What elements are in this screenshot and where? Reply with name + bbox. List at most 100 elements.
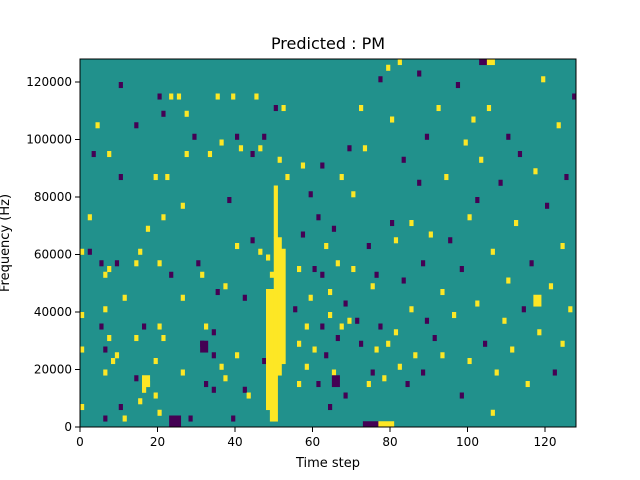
- heatmap-cell: [114, 260, 120, 267]
- heatmap-cell: [355, 317, 360, 324]
- heatmap-cell: [204, 323, 209, 330]
- heatmap-cell: [242, 294, 247, 301]
- heatmap-cell: [421, 260, 426, 267]
- heatmap-cell: [417, 70, 422, 77]
- x-tick-label: 20: [150, 435, 165, 449]
- heatmap-cell: [316, 381, 321, 388]
- heatmap-cell: [297, 340, 302, 347]
- heatmap-cell: [517, 151, 523, 158]
- heatmap-cell-run: [200, 340, 209, 353]
- x-axis-label: Time step: [295, 456, 360, 471]
- heatmap-cell: [459, 266, 464, 273]
- heatmap-cell-run: [169, 415, 182, 428]
- heatmap-cell: [118, 174, 123, 181]
- heatmap-cell: [529, 260, 534, 267]
- heatmap-cell: [250, 151, 255, 158]
- y-tick-label: 80000: [34, 190, 72, 204]
- heatmap-cell: [328, 289, 333, 296]
- heatmap-cell: [211, 352, 216, 359]
- y-tick-label: 60000: [34, 248, 72, 262]
- heatmap-cell: [157, 409, 162, 416]
- heatmap-cell: [266, 254, 271, 261]
- heatmap-cell: [161, 214, 166, 221]
- heatmap-cells: [80, 59, 577, 428]
- heatmap-cell: [374, 271, 379, 278]
- heatmap-cell: [304, 363, 309, 370]
- heatmap-cell: [432, 335, 437, 342]
- x-tick-label: 60: [305, 435, 320, 449]
- heatmap-cell-run: [331, 375, 340, 388]
- heatmap-cell: [103, 271, 108, 278]
- heatmap-cell: [444, 174, 449, 181]
- heatmap-cell: [320, 271, 325, 278]
- heatmap-cell: [134, 375, 139, 382]
- heatmap-cell: [262, 133, 267, 140]
- heatmap-cell: [351, 266, 356, 273]
- heatmap-cell-run: [362, 421, 379, 428]
- heatmap-cell: [572, 93, 577, 100]
- heatmap-cell: [483, 340, 488, 347]
- heatmap-cell: [347, 317, 352, 324]
- heatmap-cell: [374, 346, 379, 353]
- heatmap-cell: [343, 392, 348, 399]
- heatmap-cell: [366, 243, 371, 250]
- heatmap-cell: [227, 197, 232, 204]
- heatmap-cell: [335, 335, 340, 342]
- heatmap-cell: [80, 248, 85, 255]
- heatmap-cell: [568, 306, 573, 313]
- heatmap-cell: [138, 398, 143, 405]
- heatmap-cell: [440, 352, 445, 359]
- heatmap-cell: [99, 323, 104, 330]
- heatmap-cell: [134, 260, 139, 267]
- heatmap-cell: [328, 312, 333, 319]
- heatmap-cell: [467, 358, 472, 365]
- plot-frame: [79, 58, 577, 428]
- heatmap-cell: [417, 179, 422, 186]
- heatmap-cell: [281, 105, 286, 112]
- heatmap-cell: [467, 214, 472, 221]
- heatmap-cell: [122, 415, 127, 422]
- heatmap-cell: [142, 386, 147, 393]
- heatmap-cell: [506, 133, 511, 140]
- heatmap-cell: [324, 243, 329, 250]
- heatmap-cell: [91, 151, 96, 158]
- heatmap-cell: [103, 346, 108, 353]
- heatmap-cell: [269, 271, 275, 278]
- heatmap-cell-run: [378, 421, 395, 428]
- heatmap-cell: [347, 145, 352, 152]
- chart-title: Predicted : PM: [271, 34, 385, 53]
- heatmap-cell: [273, 105, 278, 112]
- heatmap-cell: [448, 237, 453, 244]
- heatmap-cell: [490, 409, 495, 416]
- y-axis-label: Frequency (Hz): [0, 194, 13, 292]
- heatmap-cell: [192, 133, 197, 140]
- heatmap-cell: [359, 340, 364, 347]
- heatmap-cell: [378, 76, 383, 83]
- heatmap-cell: [545, 202, 550, 209]
- heatmap-cell: [235, 352, 240, 359]
- heatmap-cell: [118, 404, 123, 411]
- heatmap-cell: [238, 145, 244, 152]
- heatmap-cell: [510, 346, 515, 353]
- heatmap-cell: [176, 93, 182, 100]
- heatmap-cell: [405, 381, 410, 388]
- heatmap-cell: [362, 145, 368, 152]
- heatmap-cell: [328, 404, 333, 411]
- heatmap-cell: [556, 122, 561, 129]
- heatmap-cell: [161, 335, 166, 342]
- heatmap-cell: [114, 352, 120, 359]
- heatmap-cell: [161, 110, 166, 117]
- heatmap-cell: [300, 162, 306, 169]
- heatmap-cell: [339, 323, 344, 330]
- heatmap-cell: [370, 283, 375, 290]
- heatmap-cell: [351, 191, 356, 198]
- heatmap-cell: [324, 352, 329, 359]
- heatmap-cell: [107, 335, 112, 342]
- heatmap-cell: [359, 105, 364, 112]
- heatmap-cell: [219, 139, 224, 146]
- heatmap-cell: [514, 220, 519, 227]
- heatmap-cell-run: [486, 59, 495, 66]
- heatmap-cell: [157, 323, 162, 330]
- heatmap-cell: [533, 168, 538, 175]
